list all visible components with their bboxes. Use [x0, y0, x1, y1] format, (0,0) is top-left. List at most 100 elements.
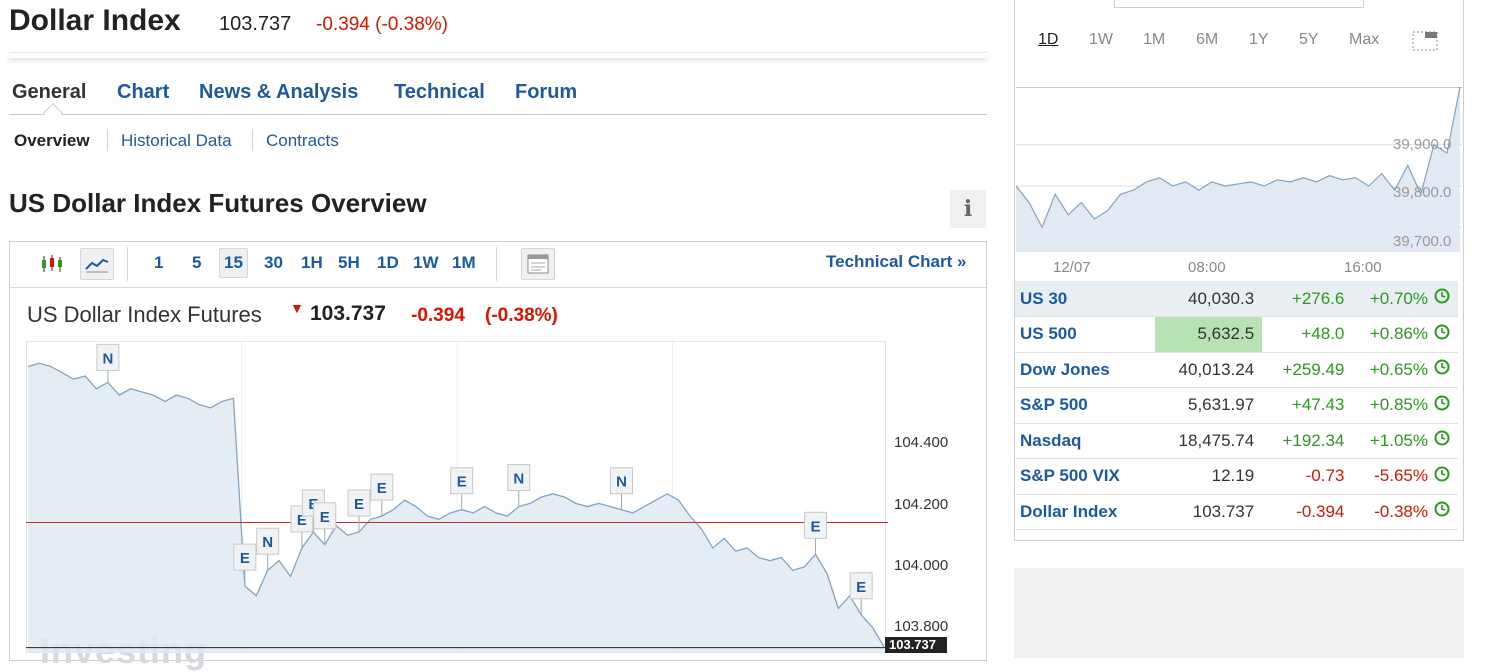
range-6m[interactable]: 6M	[1196, 31, 1219, 48]
ad-placeholder	[1014, 568, 1464, 658]
timeframe-1h[interactable]: 1H	[301, 253, 323, 272]
event-marker[interactable]: E	[450, 467, 474, 510]
index-last: 40,030.3	[1188, 288, 1255, 308]
subtab-overview[interactable]: Overview	[14, 131, 90, 150]
index-name[interactable]: US 500	[1020, 324, 1077, 344]
marker-box	[450, 467, 474, 495]
marker-box	[256, 527, 280, 555]
clock-icon	[1434, 317, 1458, 353]
tab-chart[interactable]: Chart	[117, 81, 170, 103]
timeframe-5h[interactable]: 5H	[338, 253, 360, 272]
timeframe-15[interactable]: 15	[219, 248, 248, 278]
candlestick-icon[interactable]	[35, 248, 69, 280]
marker-box	[347, 489, 371, 517]
toolbar-divider	[10, 287, 986, 288]
subtab-separator	[252, 129, 253, 151]
table-row[interactable]: Dow Jones 40,013.24 +259.49 +0.65%	[1015, 352, 1458, 388]
marker-label: E	[320, 509, 330, 526]
event-marker[interactable]: N	[256, 527, 280, 571]
marker-label: N	[616, 474, 627, 491]
index-last: 103.737	[1192, 501, 1255, 521]
main-price-chart[interactable]: NENEEEEEENNEE	[26, 341, 888, 653]
tab-technical[interactable]: Technical	[394, 81, 485, 103]
timeframe-1w[interactable]: 1W	[413, 253, 439, 272]
subtab-historical-data[interactable]: Historical Data	[121, 131, 232, 150]
table-row[interactable]: Dollar Index 103.737 -0.394 -0.38%	[1015, 494, 1458, 530]
index-name[interactable]: Dow Jones	[1020, 359, 1110, 379]
index-last: 5,631.97	[1188, 395, 1255, 415]
index-change: +192.34	[1282, 430, 1345, 450]
y-axis-tick: 104.000	[894, 557, 949, 574]
tab-news-analysis[interactable]: News & Analysis	[199, 81, 359, 103]
line-chart-icon[interactable]	[80, 248, 114, 280]
index-change-pct: +0.65%	[1369, 359, 1428, 379]
clock-icon	[1434, 459, 1458, 495]
active-tab-indicator	[43, 103, 63, 123]
table-row[interactable]: US 500 5,632.5 +48.0 +0.86%	[1015, 316, 1458, 353]
expand-chart-icon[interactable]	[1412, 30, 1438, 57]
index-last: 5,632.5	[1155, 316, 1263, 352]
y-axis-tick: 104.400	[894, 434, 949, 451]
index-name[interactable]: Nasdaq	[1020, 430, 1082, 450]
index-name[interactable]: US 30	[1020, 288, 1068, 308]
range-1y[interactable]: 1Y	[1249, 31, 1269, 48]
event-marker[interactable]: E	[347, 489, 371, 533]
mini-y-tick: 39,900.0	[1393, 136, 1452, 153]
event-marker[interactable]: N	[507, 464, 531, 507]
table-row[interactable]: US 30 40,030.3 +276.6 +0.70%	[1015, 281, 1458, 317]
timeframe-5[interactable]: 5	[192, 253, 202, 272]
info-button[interactable]: i	[950, 190, 986, 228]
range-5y[interactable]: 5Y	[1299, 31, 1319, 48]
event-marker[interactable]: E	[804, 511, 828, 555]
instrument-change-pct: (-0.38%)	[485, 305, 558, 326]
marker-label: E	[240, 550, 250, 567]
index-change-pct: -5.65%	[1374, 466, 1428, 486]
mini-index-chart[interactable]	[1016, 87, 1462, 252]
event-marker[interactable]: E	[849, 572, 873, 615]
range-1w[interactable]: 1W	[1089, 31, 1113, 48]
index-name[interactable]: S&P 500	[1020, 395, 1088, 415]
clock-icon	[1434, 494, 1458, 530]
instrument-price: 103.737	[310, 302, 386, 325]
timeframe-30[interactable]: 30	[264, 253, 283, 272]
index-change: +47.43	[1291, 395, 1345, 415]
marker-box	[804, 511, 828, 539]
subtab-contracts[interactable]: Contracts	[266, 131, 339, 150]
table-row[interactable]: S&P 500 5,631.97 +47.43 +0.85%	[1015, 388, 1458, 423]
event-marker[interactable]: E	[233, 543, 257, 587]
marker-box	[609, 467, 633, 495]
timeframe-1m[interactable]: 1M	[452, 253, 476, 272]
timeframe-1[interactable]: 1	[154, 253, 164, 272]
tab-general[interactable]: General	[12, 81, 87, 103]
table-row[interactable]: Nasdaq 18,475.74 +192.34 +1.05%	[1015, 423, 1458, 459]
index-name[interactable]: Dollar Index	[1020, 501, 1118, 521]
event-marker[interactable]: E	[370, 473, 394, 517]
timeframe-1d[interactable]: 1D	[377, 253, 399, 272]
calendar-icon[interactable]	[521, 248, 555, 280]
event-marker[interactable]: N	[609, 467, 633, 510]
index-last: 12.19	[1211, 466, 1255, 486]
range-max[interactable]: Max	[1349, 31, 1380, 48]
index-name[interactable]: S&P 500 VIX	[1020, 466, 1120, 486]
index-change-pct: +1.05%	[1369, 430, 1428, 450]
mini-x-tick: 08:00	[1188, 259, 1226, 276]
tab-forum[interactable]: Forum	[515, 81, 578, 103]
technical-chart-link[interactable]: Technical Chart »	[826, 252, 967, 271]
last-price-tag: 103.737	[885, 637, 947, 653]
toolbar-separator	[496, 247, 497, 281]
index-change: +48.0	[1301, 324, 1345, 344]
marker-label: E	[811, 518, 821, 535]
y-axis-tick: 103.800	[894, 618, 949, 635]
event-marker[interactable]: E	[313, 502, 337, 545]
table-row[interactable]: S&P 500 VIX 12.19 -0.73 -5.65%	[1015, 459, 1458, 495]
price-line	[27, 362, 885, 647]
range-1m[interactable]: 1M	[1143, 31, 1166, 48]
event-marker[interactable]: N	[96, 343, 120, 383]
marker-label: N	[262, 534, 273, 551]
toolbar-separator	[127, 247, 128, 281]
range-1d[interactable]: 1D	[1038, 31, 1059, 48]
header-change: -0.394 (-0.38%)	[316, 14, 449, 35]
index-change: +276.6	[1291, 288, 1345, 308]
index-last: 40,013.24	[1178, 359, 1255, 379]
marker-label: E	[354, 496, 364, 513]
